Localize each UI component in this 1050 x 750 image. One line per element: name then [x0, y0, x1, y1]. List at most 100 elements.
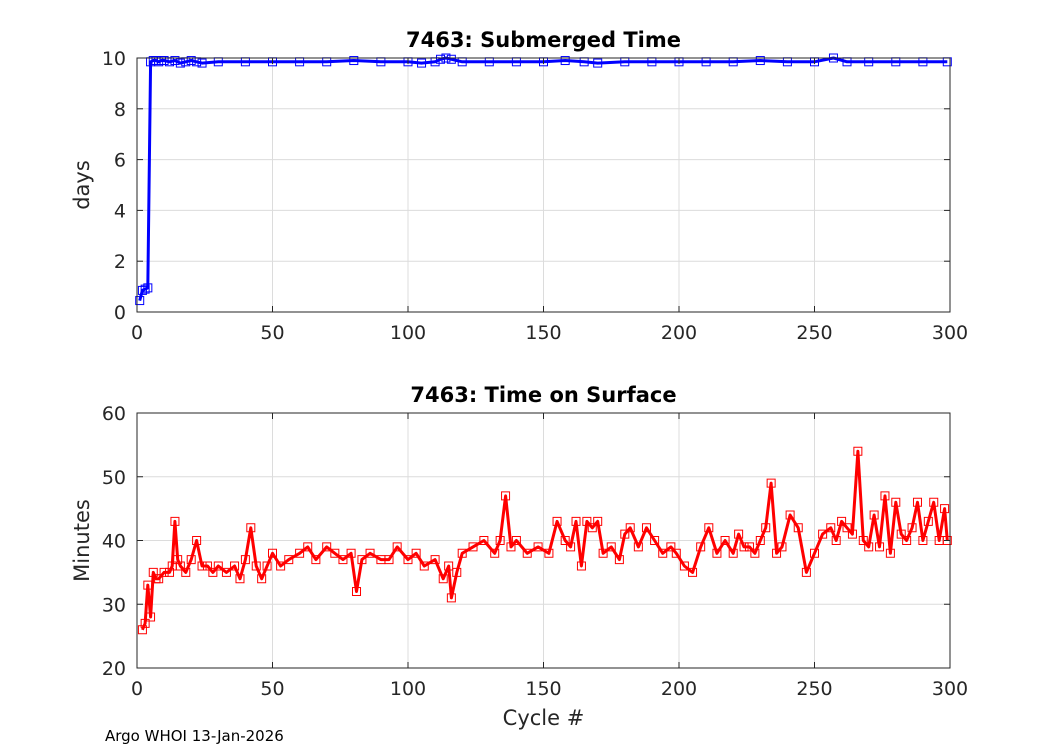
- submerged-data-point: [446, 54, 456, 64]
- surface-data-point: [912, 497, 922, 507]
- surface-data-point: [772, 548, 782, 558]
- surface-data-point: [143, 580, 153, 590]
- surface-data-point: [511, 536, 521, 545]
- surface-data-point: [688, 567, 698, 577]
- surface-x-tick-label: 200: [661, 678, 697, 700]
- surface-data-point: [181, 567, 191, 577]
- surface-data-point: [276, 561, 286, 571]
- surface-data-point: [620, 529, 630, 539]
- surface-data-point: [268, 548, 277, 558]
- surface-data-point: [728, 548, 738, 558]
- surface-data-point: [666, 542, 676, 552]
- surface-x-tick-label: 50: [260, 678, 284, 700]
- surface-y-axis-label: Minutes: [70, 499, 94, 582]
- submerged-data-point: [186, 56, 196, 66]
- surface-data-point: [257, 574, 267, 584]
- surface-data-point: [444, 561, 454, 571]
- surface-data-point: [671, 548, 681, 558]
- surface-data-point: [240, 555, 250, 565]
- surface-x-tick-label: 100: [390, 678, 426, 700]
- surface-y-tick-label: 40: [102, 531, 126, 553]
- surface-data-point: [303, 542, 313, 552]
- surface-data-point: [755, 536, 765, 545]
- surface-data-point: [295, 548, 305, 558]
- surface-data-point: [625, 523, 635, 533]
- surface-data-point: [942, 536, 952, 545]
- submerged-data-point: [560, 56, 570, 66]
- surface-data-point: [891, 497, 901, 507]
- surface-data-point: [438, 574, 448, 584]
- surface-x-tick-label: 300: [932, 678, 968, 700]
- surface-data-point: [896, 529, 906, 539]
- surface-data-point: [411, 548, 421, 558]
- surface-data-point: [146, 612, 156, 622]
- submerged-y-tick-label: 0: [114, 302, 126, 324]
- surface-data-point: [720, 536, 730, 545]
- surface-data-point: [847, 529, 857, 539]
- surface-data-point: [571, 516, 581, 526]
- surface-data-point: [137, 625, 147, 635]
- surface-time-chart: 0 50 100 150 200 250 300 20 30 40 50 60 7463: Time o…: [70, 383, 968, 730]
- surface-data-point: [221, 567, 231, 577]
- submerged-data-point: [135, 296, 145, 306]
- submerged-y-axis-label: days: [70, 160, 94, 210]
- surface-data-point: [148, 567, 158, 577]
- surface-data-point: [606, 542, 616, 552]
- surface-data-point: [842, 523, 852, 533]
- surface-data-point: [403, 555, 413, 565]
- surface-data-point: [739, 542, 749, 552]
- surface-data-point: [457, 548, 467, 558]
- submerged-x-tick-label: 0: [131, 322, 143, 344]
- submerged-data-point: [159, 56, 169, 66]
- surface-data-point: [929, 497, 939, 507]
- surface-data-point: [923, 516, 933, 526]
- surface-data-point: [522, 548, 532, 558]
- submerged-data-point: [417, 58, 427, 68]
- surface-data-point: [468, 542, 478, 552]
- surface-y-tick-label: 50: [102, 467, 126, 489]
- surface-data-point: [837, 516, 847, 526]
- surface-data-point: [170, 516, 180, 526]
- submerged-data-point: [755, 56, 765, 66]
- surface-data-point: [173, 555, 183, 565]
- surface-data-point: [831, 536, 841, 545]
- surface-data-point: [658, 548, 668, 558]
- surface-data-point: [582, 516, 592, 526]
- surface-data-point: [284, 555, 294, 565]
- surface-data-point: [593, 516, 603, 526]
- surface-x-tick-label: 150: [525, 678, 561, 700]
- surface-data-point: [940, 504, 950, 514]
- surface-data-point: [766, 478, 776, 488]
- surface-data-point: [801, 567, 811, 577]
- surface-data-point: [869, 510, 879, 520]
- submerged-data-point: [593, 58, 603, 68]
- surface-data-point: [598, 548, 608, 558]
- surface-data-point: [641, 523, 651, 533]
- surface-data-point: [785, 510, 795, 520]
- surface-data-point: [587, 523, 597, 533]
- submerged-x-tick-label: 300: [932, 322, 968, 344]
- surface-data-point: [479, 536, 489, 545]
- submerged-data-point: [143, 283, 153, 293]
- surface-data-point: [864, 542, 874, 552]
- surface-data-point: [246, 523, 256, 533]
- surface-data-point: [902, 536, 912, 545]
- surface-series-line: [141, 449, 949, 631]
- surface-data-point: [880, 491, 890, 501]
- surface-data-point: [213, 561, 223, 571]
- surface-data-point: [235, 574, 245, 584]
- surface-data-point: [614, 555, 624, 565]
- surface-data-point: [140, 618, 150, 628]
- surface-data-point: [446, 593, 456, 603]
- surface-data-point: [419, 561, 429, 571]
- surface-data-point: [384, 555, 394, 565]
- surface-data-point: [679, 561, 689, 571]
- surface-data-point: [346, 548, 356, 558]
- surface-data-point: [165, 567, 175, 577]
- submerged-y-tick-label: 6: [114, 150, 126, 172]
- surface-data-point: [392, 542, 402, 552]
- submerged-data-point: [140, 284, 150, 294]
- surface-x-tick-label: 0: [131, 678, 143, 700]
- footer-credit: Argo WHOI 13-Jan-2026: [105, 727, 284, 745]
